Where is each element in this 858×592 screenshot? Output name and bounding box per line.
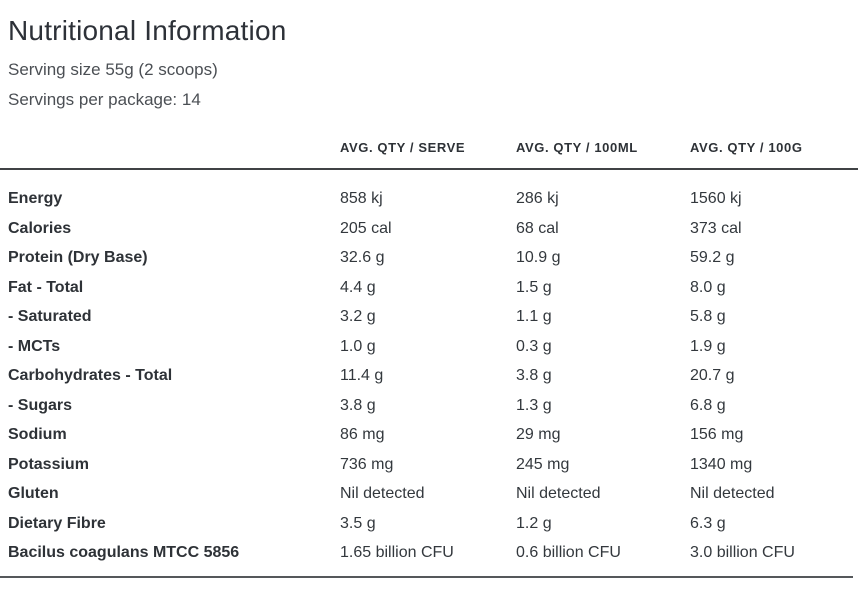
value-100g: 3.0 billion CFU [690, 544, 795, 561]
value-100ml: 1.1 g [516, 308, 552, 325]
value-100g: 8.0 g [690, 278, 726, 296]
row-label: Protein (Dry Base) [8, 249, 148, 266]
table-row: Sodium 86 mg 29 mg 156 mg [0, 420, 858, 450]
value-100g: 5.8 g [690, 308, 726, 325]
value-100ml: 1.5 g [516, 278, 552, 296]
table-row: Gluten Nil detected Nil detected Nil det… [0, 479, 858, 509]
value-100g: Nil detected [690, 485, 775, 502]
nutrition-table: AVG. QTY / SERVE AVG. QTY / 100ML AVG. Q… [0, 115, 858, 578]
value-100g: 6.3 g [690, 514, 726, 532]
table-row: Protein (Dry Base) 32.6 g 10.9 g 59.2 g [0, 243, 858, 273]
table-body: Energy 858 kj 286 kj 1560 kj Calories 20… [0, 170, 858, 568]
value-100ml: 0.3 g [516, 337, 552, 355]
table-row: Calories 205 cal 68 cal 373 cal [0, 214, 858, 244]
value-100ml: 286 kj [516, 190, 559, 207]
table-bottom-rule [0, 575, 853, 578]
serving-size-text: Serving size 55g (2 scoops) [8, 60, 218, 79]
row-label: Dietary Fibre [8, 514, 106, 532]
row-label: - MCTs [8, 337, 61, 355]
table-row: Carbohydrates - Total 11.4 g 3.8 g 20.7 … [0, 361, 858, 391]
page-title: Nutritional Information [8, 15, 287, 46]
value-serve: 11.4 g [340, 367, 384, 384]
value-serve: Nil detected [340, 485, 425, 502]
value-100ml: 10.9 g [516, 249, 561, 266]
value-100g: 156 mg [690, 426, 744, 443]
value-100ml: Nil detected [516, 485, 601, 502]
table-row: - Saturated 3.2 g 1.1 g 5.8 g [0, 302, 858, 332]
table-row: Fat - Total 4.4 g 1.5 g 8.0 g [0, 273, 858, 303]
value-100g: 1560 kj [690, 190, 742, 207]
value-100ml: 68 cal [516, 219, 559, 237]
table-row: - Sugars 3.8 g 1.3 g 6.8 g [0, 391, 858, 421]
value-serve: 1.0 g [340, 337, 376, 355]
table-row: Potassium 736 mg 245 mg 1340 mg [0, 450, 858, 480]
value-100ml: 1.3 g [516, 396, 552, 414]
value-serve: 858 kj [340, 190, 383, 207]
value-serve: 736 mg [340, 455, 394, 473]
value-100g: 20.7 g [690, 367, 735, 384]
row-label: - Saturated [8, 308, 92, 325]
column-header-serve: AVG. QTY / SERVE [340, 140, 466, 155]
value-100ml: 29 mg [516, 426, 561, 443]
value-serve: 3.5 g [340, 514, 376, 532]
row-label: - Sugars [8, 396, 73, 414]
value-100g: 1340 mg [690, 455, 753, 473]
value-serve: 86 mg [340, 426, 385, 443]
table-row: - MCTs 1.0 g 0.3 g 1.9 g [0, 332, 858, 362]
value-serve: 1.65 billion CFU [340, 544, 454, 561]
table-row: Energy 858 kj 286 kj 1560 kj [0, 184, 858, 214]
table-row: Bacilus coagulans MTCC 5856 1.65 billion… [0, 538, 858, 568]
value-100ml: 0.6 billion CFU [516, 544, 621, 561]
column-header-100g: AVG. QTY / 100G [690, 140, 803, 155]
row-label: Bacilus coagulans MTCC 5856 [8, 544, 240, 561]
column-header-100ml: AVG. QTY / 100ML [516, 140, 638, 155]
row-label: Sodium [8, 426, 67, 443]
row-label: Carbohydrates - Total [8, 367, 173, 384]
value-serve: 205 cal [340, 219, 392, 237]
row-label: Gluten [8, 485, 59, 502]
value-serve: 3.8 g [340, 396, 376, 414]
value-100ml: 1.2 g [516, 514, 552, 532]
value-100g: 373 cal [690, 219, 742, 237]
value-serve: 3.2 g [340, 308, 376, 325]
value-serve: 4.4 g [340, 278, 376, 296]
table-header-row: AVG. QTY / SERVE AVG. QTY / 100ML AVG. Q… [0, 115, 858, 170]
table-row: Dietary Fibre 3.5 g 1.2 g 6.3 g [0, 509, 858, 539]
row-label: Calories [8, 219, 72, 237]
value-100ml: 245 mg [516, 455, 570, 473]
row-label: Potassium [8, 455, 89, 473]
value-100g: 1.9 g [690, 337, 726, 355]
value-serve: 32.6 g [340, 249, 385, 266]
value-100g: 59.2 g [690, 249, 735, 266]
row-label: Fat - Total [8, 278, 84, 296]
value-100g: 6.8 g [690, 396, 726, 414]
row-label: Energy [8, 190, 63, 207]
nutrition-panel: Nutritional Information Serving size 55g… [0, 14, 858, 592]
value-100ml: 3.8 g [516, 367, 552, 384]
servings-per-package-text: Servings per package: 14 [8, 90, 201, 109]
